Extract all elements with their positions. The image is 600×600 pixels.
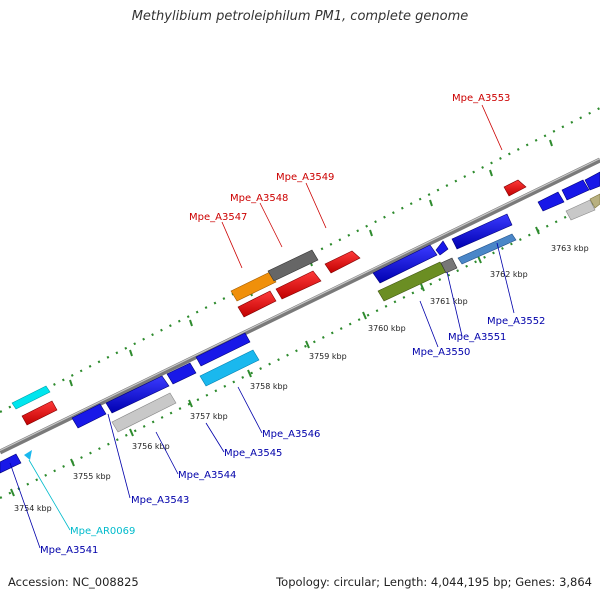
kbp-label: 3757 kbp: [190, 412, 228, 421]
kbp-labels: 3754 kbp 3755 kbp 3756 kbp 3757 kbp 3758…: [14, 244, 589, 513]
inner-tick-ring: [0, 199, 600, 499]
kbp-label: 3758 kbp: [250, 382, 288, 391]
gene-label: Mpe_A3541: [40, 545, 98, 556]
kbp-label: 3762 kbp: [490, 270, 528, 279]
leader-lines-top: [221, 104, 503, 269]
gene-cds: [584, 171, 600, 191]
gene-cds: [457, 233, 517, 265]
gene-cds: [440, 257, 458, 274]
gene-labels-bottom: Mpe_A3541 Mpe_A3543 Mpe_A3544 Mpe_A3545 …: [40, 316, 545, 556]
kbp-label: 3759 kbp: [309, 352, 347, 361]
forward-genes-row1: [11, 171, 600, 410]
gene-cds: [435, 240, 449, 256]
outer-tick-ring: [0, 107, 600, 413]
gene-cds: [166, 362, 197, 385]
kbp-label: 3761 kbp: [430, 297, 468, 306]
gene-label: Mpe_A3544: [178, 470, 236, 481]
leader-lines-bottom: [9, 242, 515, 549]
gene-label: Mpe_A3546: [262, 429, 320, 440]
gene-label: Mpe_A3550: [412, 347, 470, 358]
kbp-label: 3756 kbp: [132, 442, 170, 451]
map-title: Methylibium petroleiphilum PM1, complete…: [131, 9, 469, 24]
gene-cds: [565, 199, 596, 221]
gene-rna: [24, 450, 32, 460]
genome-info-text: Topology: circular; Length: 4,044,195 bp…: [276, 575, 592, 589]
gene-labels-top: Mpe_A3547 Mpe_A3548 Mpe_A3549 Mpe_A3553: [189, 93, 510, 223]
forward-genes-row2: [0, 193, 600, 474]
kbp-label: 3763 kbp: [551, 244, 589, 253]
kbp-label: 3755 kbp: [73, 472, 111, 481]
gene-cds: [230, 271, 277, 302]
genome-backbone: [0, 157, 600, 455]
gene-cds: [537, 191, 565, 212]
gene-label-rna: Mpe_AR0069: [70, 526, 135, 537]
gene-cds: [71, 403, 107, 429]
gene-cds: [11, 385, 51, 410]
gene-label: Mpe_A3548: [230, 193, 288, 204]
gene-cds: [199, 349, 260, 387]
gene-cds: [503, 179, 527, 197]
gene-cds: [105, 375, 170, 414]
gene-cds: [237, 290, 277, 318]
gene-label: Mpe_A3552: [487, 316, 545, 327]
gene-label: Mpe_A3549: [276, 172, 334, 183]
gene-label: Mpe_A3543: [131, 495, 189, 506]
gene-cds: [451, 213, 513, 250]
gene-cds: [324, 250, 361, 274]
accession-text: Accession: NC_008825: [8, 575, 139, 589]
gene-label: Mpe_A3553: [452, 93, 510, 104]
gene-label: Mpe_A3545: [224, 448, 282, 459]
major-ticks: [10, 139, 553, 497]
gene-cds: [111, 392, 177, 433]
gene-label: Mpe_A3551: [448, 332, 506, 343]
kbp-label: 3760 kbp: [368, 324, 406, 333]
gene-cds: [561, 179, 590, 201]
gene-cds: [372, 244, 438, 284]
gene-cds: [195, 332, 251, 367]
leader-line-rna: [28, 459, 71, 531]
kbp-label: 3754 kbp: [14, 504, 52, 513]
gene-cds: [589, 193, 600, 209]
gene-cds: [267, 249, 319, 282]
gene-label: Mpe_A3547: [189, 212, 247, 223]
gene-cds: [21, 400, 58, 426]
gene-cds: [275, 270, 322, 300]
